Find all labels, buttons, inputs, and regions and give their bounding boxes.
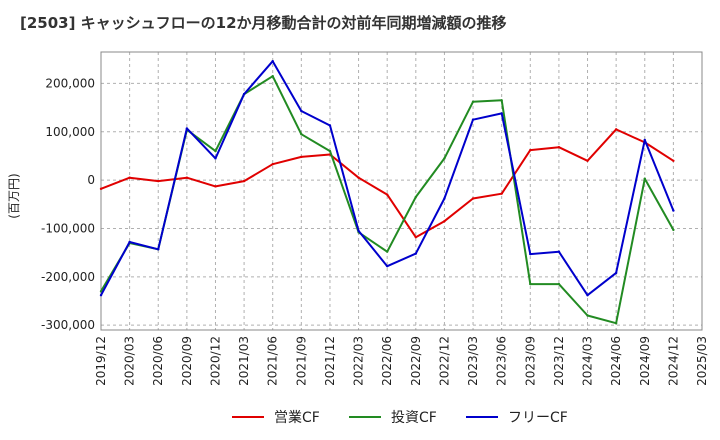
series-1-point <box>471 197 475 200</box>
series-3-point <box>672 209 675 212</box>
series-3-point <box>300 109 303 113</box>
y-axis-label: (百万円) <box>7 173 21 218</box>
series-2-point <box>271 74 274 78</box>
x-tick-label: 2021/12 <box>323 336 337 386</box>
x-tick-label: 2022/12 <box>437 336 451 386</box>
y-tick-label: 100,000 <box>45 125 95 139</box>
series-1-point <box>300 155 303 159</box>
x-tick-label: 2022/09 <box>409 336 423 386</box>
x-tick-label: 2020/12 <box>208 336 222 386</box>
plot-frame <box>100 51 703 331</box>
x-tick-label: 2023/06 <box>495 336 509 386</box>
x-tick-label: 2025/03 <box>695 336 709 386</box>
series-3-point <box>586 293 589 297</box>
series-2-point <box>643 177 646 180</box>
series-3-point <box>271 59 274 63</box>
series-1-point <box>672 159 675 162</box>
series-3-point <box>529 252 532 256</box>
series-2-point <box>99 290 103 293</box>
series-1-point <box>385 193 389 196</box>
series-3-point <box>99 293 103 297</box>
series-1-point <box>414 235 418 239</box>
series-3-point <box>385 264 389 268</box>
series-2-point <box>500 99 503 102</box>
y-tick-label: -300,000 <box>41 318 95 332</box>
series-2-point <box>214 149 217 153</box>
x-tick-label: 2024/06 <box>609 336 623 386</box>
series-1-point <box>443 220 446 223</box>
series-1-point <box>557 146 561 149</box>
series-3-point <box>614 271 618 275</box>
series-3-point <box>500 112 503 115</box>
series-2-point <box>385 250 389 253</box>
legend-label-3: フリーCF <box>508 410 568 426</box>
series-1-point <box>128 176 131 179</box>
series-2-point <box>300 132 303 136</box>
series-2-point <box>529 282 532 286</box>
series-2-point <box>586 314 589 317</box>
series-3-point <box>414 252 418 255</box>
series-1-point <box>357 176 360 179</box>
series-2-point <box>557 282 561 286</box>
series-3-point <box>643 138 646 142</box>
series-3-point <box>157 248 160 251</box>
series-1-point <box>157 179 160 183</box>
y-tick-label: -200,000 <box>41 270 95 284</box>
x-tick-label: 2020/03 <box>123 336 137 386</box>
x-tick-label: 2019/12 <box>94 336 108 386</box>
series-1-point <box>586 159 589 162</box>
y-tick-label: 200,000 <box>45 76 95 90</box>
x-tick-label: 2024/03 <box>581 336 595 386</box>
legend: 営業CF 投資CF フリーCF <box>232 410 568 426</box>
x-tick-label: 2022/06 <box>380 336 394 386</box>
chart-title: [2503] キャッシュフローの12か月移動合計の対前年同期増減額の推移 <box>20 14 507 32</box>
series-2-point <box>672 228 675 232</box>
series-1-point <box>214 185 217 188</box>
x-tick-label: 2023/09 <box>523 336 537 386</box>
legend-label-1: 営業CF <box>274 410 320 426</box>
series-1-point <box>99 187 103 191</box>
series-3-point <box>443 197 446 200</box>
series-3-point <box>242 92 246 96</box>
series-2-point <box>614 322 618 325</box>
series-3-point <box>128 240 131 244</box>
series-1-point <box>529 148 532 152</box>
x-tick-label: 2023/03 <box>466 336 480 386</box>
series-3-point <box>214 157 217 160</box>
y-tick-label: -100,000 <box>41 221 95 235</box>
x-tick-label: 2024/12 <box>666 336 680 386</box>
series-3-point <box>471 118 475 121</box>
series-3-point <box>328 124 332 127</box>
x-tick-label: 2021/06 <box>266 336 280 386</box>
series-3-point <box>357 229 360 233</box>
x-tick-label: 2022/03 <box>352 336 366 386</box>
plot-area: -300,000 -200,000 -100,000 0 100,000 200,000 2… <box>41 51 709 386</box>
series-1-point <box>614 128 618 131</box>
series-2-point <box>328 149 332 153</box>
plot-background <box>101 52 702 330</box>
y-tick-label: 0 <box>87 173 95 187</box>
x-tick-label: 2024/09 <box>638 336 652 386</box>
x-tick-label: 2021/03 <box>237 336 251 386</box>
series-3-point <box>557 250 561 253</box>
x-tick-label: 2020/09 <box>180 336 194 386</box>
series-2-point <box>414 195 418 199</box>
legend-label-2: 投資CF <box>391 410 437 426</box>
series-2-point <box>471 100 475 103</box>
series-1-point <box>271 162 274 166</box>
series-1-point <box>185 176 189 179</box>
series-1-point <box>500 192 503 195</box>
series-3-point <box>185 127 189 130</box>
series-1-point <box>242 179 246 183</box>
x-tick-label: 2020/06 <box>151 336 165 386</box>
x-tick-label: 2023/12 <box>552 336 566 386</box>
x-tick-label: 2021/09 <box>294 336 308 386</box>
series-2-point <box>443 157 446 160</box>
